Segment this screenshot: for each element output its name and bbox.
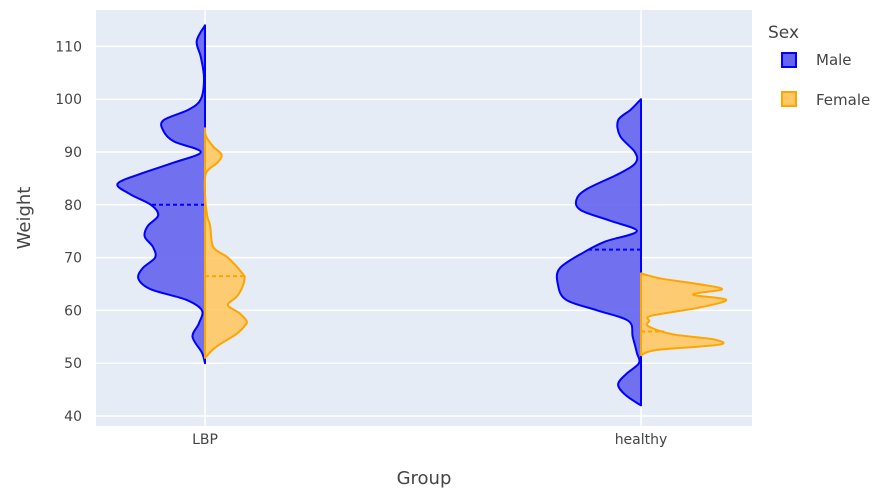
violin-male-healthy[interactable]: [555, 98, 642, 407]
legend-item-male[interactable]: Male: [781, 51, 852, 69]
violin-female-lbp[interactable]: [203, 127, 248, 359]
y-tick-label: 100: [55, 92, 82, 108]
y-tick-label: 40: [64, 409, 82, 425]
y-axis-title: Weight: [14, 187, 35, 250]
x-axis-title: Group: [397, 468, 452, 489]
legend-swatch-female: [781, 91, 797, 107]
y-tick-label: 110: [55, 39, 82, 55]
y-tick-label: 90: [64, 145, 82, 161]
x-tick-label: healthy: [615, 432, 668, 448]
legend-label-male: Male: [816, 51, 852, 69]
x-tick-label: LBP: [192, 432, 218, 448]
legend-title: Sex: [768, 23, 799, 43]
legend-swatch-male: [781, 52, 797, 68]
legend-item-female[interactable]: Female: [781, 91, 870, 109]
violins[interactable]: [116, 24, 728, 407]
y-tick-label: 50: [64, 356, 82, 372]
y-axis-ticks: 40 50 60 70 80 90 100 110: [55, 39, 82, 425]
legend: Sex Male Female: [768, 23, 870, 109]
y-tick-label: 60: [64, 303, 82, 319]
x-axis-ticks: LBP healthy: [192, 432, 667, 448]
y-tick-label: 70: [64, 251, 82, 267]
legend-label-female: Female: [816, 91, 870, 109]
y-tick-label: 80: [64, 198, 82, 214]
violin-male-lbp[interactable]: [116, 24, 206, 365]
violin-female-healthy[interactable]: [640, 272, 728, 357]
